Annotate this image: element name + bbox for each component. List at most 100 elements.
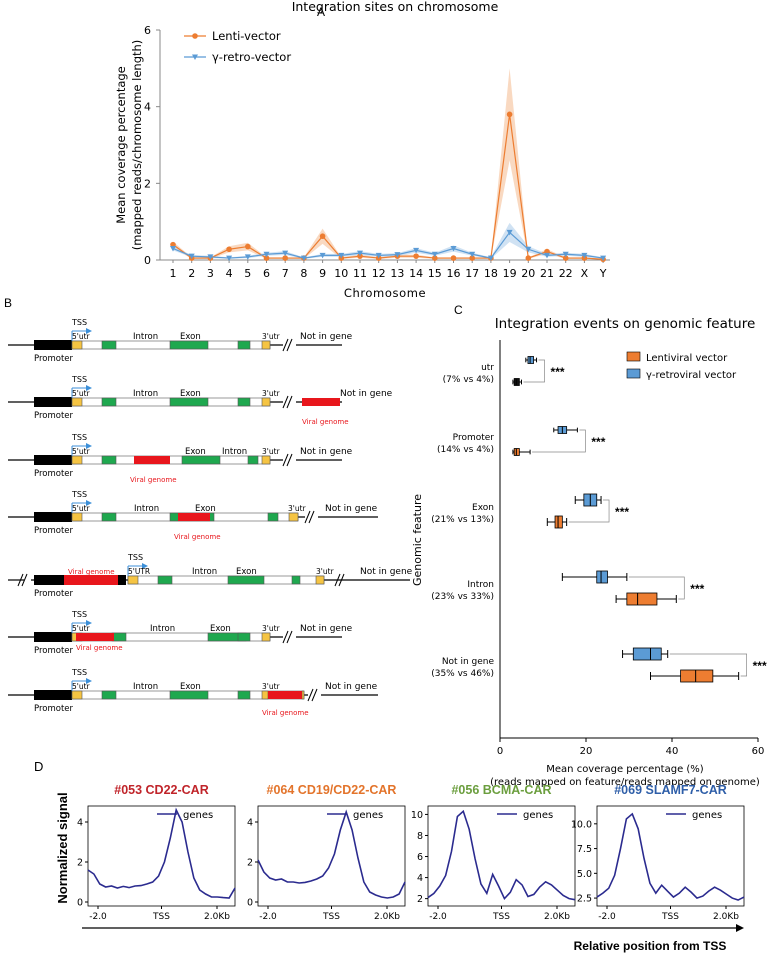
- x-tick-label: 60: [752, 746, 765, 757]
- x-tick-label: 0: [497, 746, 503, 757]
- diagram-label: Viral genome: [76, 644, 123, 652]
- diagram-label: Promoter: [34, 526, 74, 536]
- diagram-label: TSS: [71, 610, 87, 619]
- box: [632, 647, 662, 661]
- diagram-label: Not in gene: [325, 682, 378, 692]
- data-point: [245, 243, 251, 250]
- promoter-box: [34, 690, 72, 700]
- category-percent: (23% vs 33%): [431, 592, 494, 602]
- exon-box: [267, 512, 279, 522]
- x-axis-label: Mean coverage percentage (%): [546, 764, 704, 775]
- legend-label: genes: [523, 810, 553, 821]
- break-mark: [286, 395, 293, 409]
- data-point: [562, 251, 569, 258]
- x-tick-label: 4: [226, 267, 233, 280]
- panel-d-letter: D: [34, 759, 43, 774]
- series-line: [172, 114, 604, 260]
- data-point: [431, 251, 438, 258]
- utr-box: [127, 575, 139, 585]
- tss-arrow-head: [86, 500, 92, 506]
- y-tick-label: 5.0: [577, 869, 592, 880]
- promoter-box: [34, 397, 72, 407]
- break-mark: [17, 573, 24, 587]
- diagram-label: Intron: [133, 389, 158, 399]
- utr-box: [261, 690, 269, 700]
- legend-label: genes: [353, 810, 383, 821]
- significance-label: ***: [615, 505, 629, 519]
- x-tick-label: 12: [372, 267, 386, 280]
- y-tick-label: 2: [144, 177, 151, 190]
- promoter-box: [34, 512, 72, 522]
- x-tick-label: 1: [170, 267, 177, 280]
- exon-box: [101, 512, 117, 522]
- diagram-label: Exon: [180, 682, 201, 692]
- gene-body: [71, 455, 271, 465]
- plot-frame: [257, 805, 406, 907]
- data-point: [506, 229, 513, 236]
- y-tick-label: 4: [77, 818, 83, 829]
- data-point: [432, 255, 438, 261]
- break-mark: [286, 453, 293, 467]
- x-tick-label: 17: [465, 267, 479, 280]
- panel-a-xlabel: Chromosome: [344, 286, 426, 300]
- data-point: [544, 252, 550, 259]
- diagram-label: Promoter: [34, 411, 74, 421]
- significance-label: ***: [690, 582, 704, 596]
- panel-title: #056 BCMA-CAR: [451, 783, 551, 797]
- significance-bracket: [628, 576, 685, 600]
- diagram-label: Viral genome: [262, 709, 309, 717]
- break-mark: [307, 688, 314, 702]
- promoter-box: [34, 340, 72, 350]
- data-point: [338, 252, 345, 259]
- y-tick-label: 4: [247, 818, 253, 829]
- diagram-label: TSS: [71, 375, 87, 384]
- panel-d-xlabel: Relative position from TSS: [574, 939, 727, 953]
- data-point: [413, 253, 419, 259]
- y-tick-label: 7.5: [577, 844, 592, 855]
- diagram-label: Promoter: [34, 589, 74, 599]
- data-point: [469, 255, 476, 261]
- box: [554, 515, 563, 529]
- diagram-label: Promoter: [34, 469, 74, 479]
- exon-box: [247, 455, 259, 465]
- x-tick-label: 19: [503, 267, 517, 280]
- viral-genome-box: [268, 691, 302, 699]
- tss-arrow-head: [86, 620, 92, 626]
- diagram-label: TSS: [71, 490, 87, 499]
- data-point: [300, 255, 307, 262]
- diagram-label: Viral genome: [174, 533, 221, 541]
- series-band: [173, 68, 604, 260]
- diagram-label: Exon: [195, 504, 216, 514]
- tss-arrow-head: [142, 563, 148, 569]
- signal-line: [257, 809, 406, 899]
- x-tick-label: -2.0: [429, 912, 447, 922]
- series-band: [173, 222, 604, 259]
- diagram-label: 3'utr: [262, 682, 281, 691]
- y-tick-label: 10.0: [571, 819, 592, 830]
- break-mark: [338, 573, 345, 587]
- legend-label: Lenti-vector: [212, 29, 281, 43]
- significance-bracket: [568, 499, 610, 523]
- viral-genome-box: [178, 513, 210, 521]
- x-tick-label: TSS: [152, 912, 170, 922]
- data-point: [207, 254, 214, 260]
- data-point: [357, 250, 363, 257]
- panel-b-letter: B: [4, 296, 12, 310]
- data-point: [525, 255, 532, 261]
- category-label: Not in gene: [442, 657, 495, 667]
- diagram-label: 3'utr: [262, 332, 281, 341]
- y-tick-label: 0: [77, 898, 83, 909]
- tss-arrow-head: [86, 328, 92, 334]
- diagram-label: 5'utr: [72, 332, 91, 341]
- diagram-label: Intron: [192, 567, 217, 577]
- category-label: utr: [481, 363, 494, 373]
- diagram-label: 5'utr: [72, 504, 91, 513]
- diagram-label: 3'utr: [262, 447, 281, 456]
- x-tick-label: 2.0Kb: [374, 912, 400, 922]
- exon-box: [101, 340, 117, 350]
- data-point: [375, 252, 382, 259]
- data-point: [226, 246, 232, 253]
- chart-title: Integration events on genomic feature: [495, 316, 756, 332]
- x-tick-label: -2.0: [598, 912, 616, 922]
- x-tick-label: 16: [447, 267, 461, 280]
